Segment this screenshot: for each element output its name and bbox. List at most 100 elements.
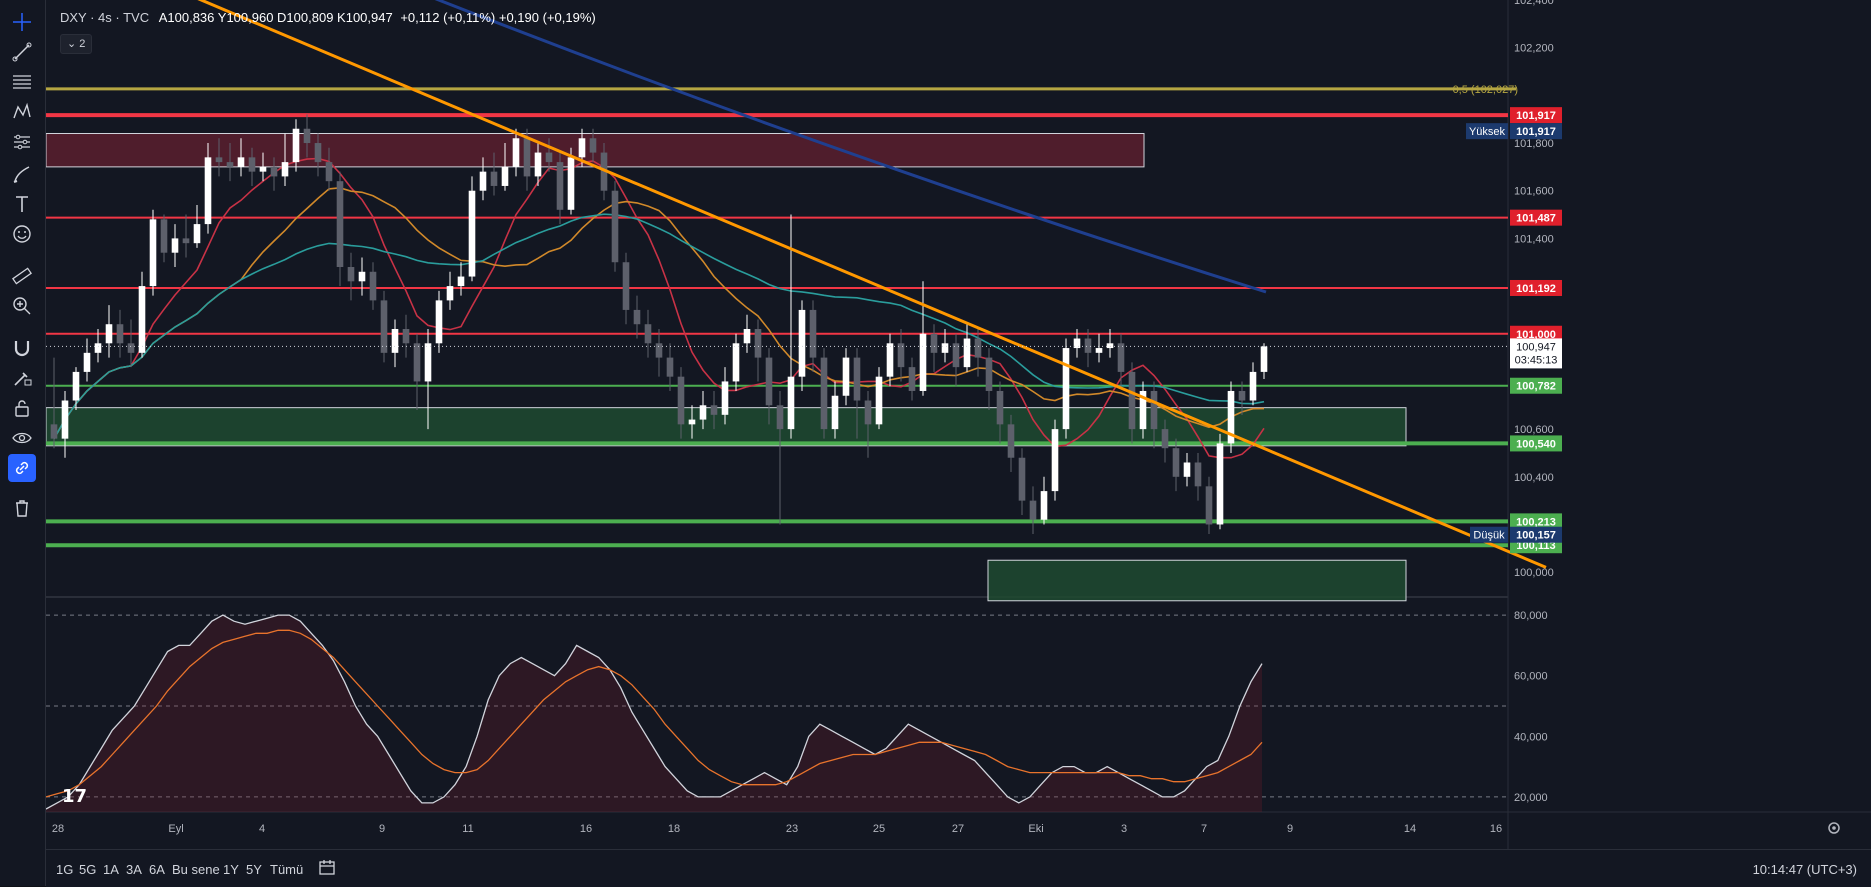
- period-1a[interactable]: 1A: [103, 862, 119, 877]
- magnet-icon[interactable]: [8, 334, 36, 362]
- candle-body: [985, 357, 993, 391]
- candle-body: [281, 162, 289, 177]
- level-resistance-label: 101,000: [1516, 329, 1556, 341]
- candle-body: [402, 328, 410, 344]
- candle-body: [864, 400, 872, 425]
- candle-body: [776, 405, 784, 430]
- candle-body: [61, 400, 69, 439]
- trash-icon[interactable]: [8, 494, 36, 522]
- emoji-icon[interactable]: [8, 220, 36, 248]
- time-tick-label: 18: [668, 823, 680, 835]
- candle-body: [589, 138, 597, 153]
- period-3a[interactable]: 3A: [126, 862, 142, 877]
- candle-body: [1260, 346, 1268, 372]
- high-value-box: [1510, 123, 1562, 140]
- candle-body: [105, 324, 113, 344]
- unlock-icon[interactable]: [8, 394, 36, 422]
- candle-body: [1227, 390, 1235, 444]
- pattern-icon[interactable]: [8, 98, 36, 126]
- candle-body: [1051, 429, 1059, 492]
- candle-body: [1106, 343, 1114, 349]
- settings-icon[interactable]: [1828, 822, 1840, 834]
- settings-icon-ring: [1828, 822, 1840, 834]
- candle-body: [237, 157, 245, 167]
- price-chart[interactable]: 0,5 (102,027) 102,400 102,200 101,800 101,60…: [46, 0, 1871, 849]
- candle-body: [897, 343, 905, 368]
- price-tick-label: 101,800: [1514, 138, 1554, 150]
- eye-icon[interactable]: [8, 424, 36, 452]
- low-value-box: [1510, 526, 1562, 543]
- candle-body: [963, 338, 971, 368]
- trendline-icon[interactable]: [8, 38, 36, 66]
- trendline: [197, 0, 1547, 569]
- candle-body: [820, 357, 828, 430]
- text-icon[interactable]: [8, 190, 36, 218]
- candle-body: [435, 300, 443, 344]
- tradingview-logo[interactable]: 17: [62, 786, 88, 807]
- candle-body: [908, 367, 916, 391]
- date-range-icon[interactable]: [318, 858, 336, 879]
- drawing-toolbar: [0, 0, 46, 886]
- ma-blue-line: [434, 0, 1267, 294]
- period-6a[interactable]: 6A: [149, 862, 165, 877]
- period-1y[interactable]: 1Y: [223, 862, 239, 877]
- candle-body: [501, 166, 509, 186]
- period-5g[interactable]: 5G: [79, 862, 97, 877]
- ma-teal-line: [53, 213, 1265, 440]
- forecast-icon[interactable]: [8, 128, 36, 156]
- period-all[interactable]: Tümü: [270, 862, 304, 877]
- oscillator-k-line: [46, 614, 1263, 810]
- price-tick-label: 102,400: [1514, 0, 1554, 7]
- symbol-title[interactable]: DXY · 4s · TVC: [60, 10, 150, 25]
- candle-body: [699, 405, 707, 420]
- candle-body: [94, 343, 102, 353]
- fib-icon[interactable]: [8, 68, 36, 96]
- candle-body: [732, 343, 740, 382]
- crosshair-icon[interactable]: [8, 8, 36, 36]
- level-support-box: [1510, 377, 1562, 394]
- candle-body: [1084, 338, 1092, 353]
- candle-body: [160, 219, 168, 253]
- candle-body: [171, 238, 179, 253]
- candle-body: [204, 157, 212, 225]
- price-tick-label: 101,600: [1514, 186, 1554, 198]
- period-ytd[interactable]: Bu sene: [172, 862, 220, 877]
- lock-drawing-icon[interactable]: [8, 364, 36, 392]
- period-5y[interactable]: 5Y: [246, 862, 262, 877]
- price-tick-label: 100,400: [1514, 472, 1554, 484]
- level-resistance-label: 101,487: [1516, 213, 1556, 225]
- candle-body: [666, 357, 674, 377]
- low-marker-text: Düşük: [1473, 530, 1505, 542]
- candle-body: [941, 343, 949, 353]
- ruler-icon[interactable]: [8, 262, 36, 290]
- price-tick-label: 102,200: [1514, 43, 1554, 55]
- candle-body: [1018, 457, 1026, 501]
- fib-level-label: 0,5 (102,027): [1453, 84, 1518, 96]
- level-support-label: 100,113: [1516, 540, 1555, 552]
- low-value-label: 100,157: [1516, 530, 1556, 542]
- brush-icon[interactable]: [8, 160, 36, 188]
- candle-body: [1161, 429, 1169, 449]
- link-icon[interactable]: [8, 454, 36, 482]
- candle-body: [446, 286, 454, 301]
- price-tick-label: 101,400: [1514, 233, 1554, 245]
- time-tick-label: 14: [1404, 823, 1416, 835]
- period-1g[interactable]: 1G: [56, 862, 74, 877]
- zoom-icon[interactable]: [8, 292, 36, 320]
- indicators-collapse-button[interactable]: ⌄ 2: [60, 34, 93, 54]
- candle-body: [215, 157, 223, 163]
- candle-body: [534, 152, 542, 177]
- level-support-label: 100,540: [1516, 438, 1556, 450]
- oscillator-fill: [46, 615, 1262, 812]
- time-tick-label: 28: [52, 823, 64, 835]
- candle-body: [567, 157, 575, 210]
- candle-body: [1040, 491, 1048, 520]
- level-resistance-box: [1510, 107, 1562, 124]
- candle-body: [127, 343, 135, 353]
- timezone-clock[interactable]: 10:14:47 (UTC+3): [1752, 862, 1857, 877]
- oscillator-tick-label: 60,000: [1514, 671, 1548, 683]
- time-tick-label: 9: [379, 823, 385, 835]
- time-tick-label: 11: [462, 823, 473, 835]
- ohlc-values: A100,836 Y100,960 D100,809 K100,947: [158, 10, 393, 25]
